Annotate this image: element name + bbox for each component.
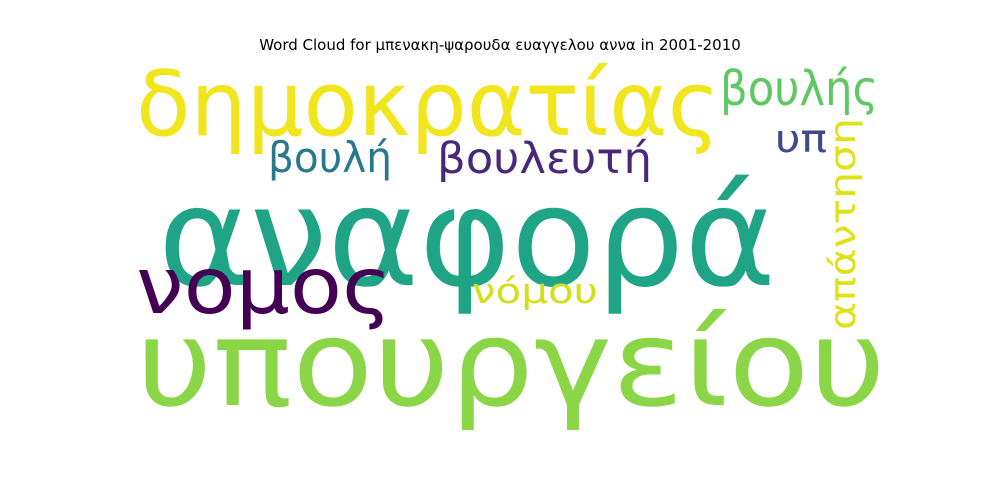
word-5: βουλής	[720, 61, 878, 117]
word-6: βουλευτή	[437, 134, 652, 184]
word-2: αναφορά	[158, 157, 776, 318]
word-1: υπουργείου	[136, 295, 886, 434]
word-3: δημοκρατίας	[136, 52, 720, 157]
chart-title: Word Cloud for μπενακη-ψαρουδα ευαγγελου…	[259, 36, 741, 54]
word-9: απάντηση	[823, 118, 864, 330]
word-8: υπ	[775, 117, 827, 161]
word-7: βουλή	[268, 133, 392, 182]
word-4: νομος	[136, 242, 392, 332]
word-10: νόμου	[472, 272, 598, 312]
